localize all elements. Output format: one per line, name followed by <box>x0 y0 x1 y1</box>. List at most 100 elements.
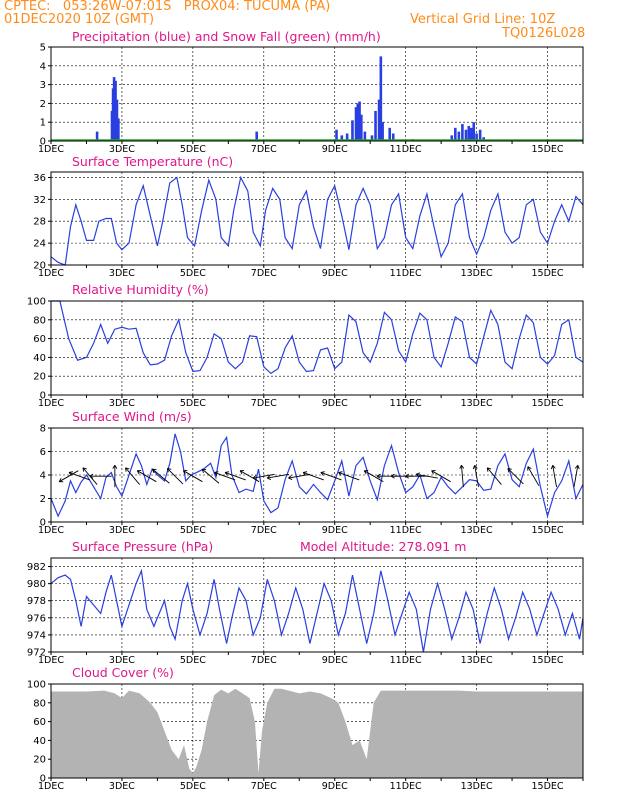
precip-bar <box>345 133 349 141</box>
y-tick-label: 8 <box>40 424 46 435</box>
wind-vector-shaft <box>486 467 502 485</box>
precip-bar <box>360 114 363 141</box>
precip-bar <box>95 131 99 141</box>
precip-bar <box>255 131 259 141</box>
wind-vector-head <box>550 465 556 470</box>
precip-bar <box>472 122 476 141</box>
x-day-label: 11DEC <box>390 398 422 409</box>
model-altitude: Model Altitude: 278.091 m <box>300 539 466 554</box>
wind-vector-shaft <box>68 471 90 481</box>
precip-bar <box>340 135 344 141</box>
x-day-label: 3DEC <box>109 144 135 155</box>
wind-vector-shaft <box>125 467 140 485</box>
wind-vector-head <box>82 467 87 472</box>
wind-vector-shaft <box>320 471 342 481</box>
header-station: CPTEC: 053:26W-07:01S PROX04: TUCUMA (PA… <box>4 0 331 14</box>
wind-vector-shaft <box>416 473 438 479</box>
panel-title: Surface Pressure (hPa) <box>72 539 213 554</box>
x-day-label: 1DEC <box>38 144 64 155</box>
wind-vector <box>136 470 157 483</box>
x-day-label: 9DEC <box>322 655 348 666</box>
precip-bar <box>335 129 338 141</box>
header-datetime: 01DEC2020 10Z (GMT) <box>4 12 155 27</box>
precip-bar <box>354 107 358 141</box>
x-day-label: 5DEC <box>180 268 206 279</box>
wind-vector-head <box>363 470 369 475</box>
y-tick-label: 6 <box>40 447 46 458</box>
x-day-label: 9DEC <box>322 144 348 155</box>
y-tick-label: 100 <box>27 680 46 691</box>
wind-vector <box>214 471 236 481</box>
wind-vector <box>338 471 360 481</box>
wind-vector-head <box>214 471 219 476</box>
precip-bar <box>381 122 384 141</box>
panel-title: Surface Temperature (nC) <box>72 154 233 169</box>
wind-vector <box>58 470 79 483</box>
wind-vector-head <box>390 473 395 479</box>
y-tick-label: 976 <box>27 613 46 624</box>
precip-bar <box>461 124 464 141</box>
wind-vector-head <box>224 471 230 476</box>
y-tick-label: 1 <box>40 118 46 129</box>
wind-vector-shaft <box>224 471 246 481</box>
wind-vector-head <box>405 473 409 479</box>
wind-vector-shaft <box>288 473 311 479</box>
panel-title: Cloud Cover (%) <box>72 665 174 680</box>
wind-vector-head <box>136 470 142 475</box>
temp-line <box>50 175 584 266</box>
y-tick-label: 80 <box>33 698 46 709</box>
x-day-label: 15DEC <box>532 525 564 536</box>
precip-bar <box>379 56 383 141</box>
wind-vector-head <box>89 473 94 479</box>
x-day-label: 7DEC <box>251 144 277 155</box>
y-tick-label: 0 <box>40 137 46 148</box>
panel-title: Precipitation (blue) and Snow Fall (gree… <box>72 29 381 44</box>
x-day-label: 15DEC <box>532 781 564 792</box>
panel-frame <box>50 171 584 266</box>
precip-bar <box>454 127 457 141</box>
x-day-label: 15DEC <box>532 268 564 279</box>
y-tick-label: 974 <box>27 630 46 641</box>
wind-vector <box>459 464 465 488</box>
y-tick-label: 28 <box>33 217 46 228</box>
x-day-label: 13DEC <box>461 398 493 409</box>
panel-wind: 0 2 4 6 8 1DEC 3DEC 5DEC 7DEC 9DEC 11DEC 13DEC 15DEC… <box>38 409 584 536</box>
precip-bar <box>388 127 392 141</box>
y-tick-label: 972 <box>27 648 46 659</box>
y-tick-label: 0 <box>40 774 46 785</box>
wind-vector-shaft <box>252 473 275 479</box>
wind-vector-shaft <box>302 471 324 481</box>
x-day-label: 9DEC <box>322 525 348 536</box>
wind-vector <box>239 470 260 483</box>
x-day-label: 5DEC <box>180 144 206 155</box>
precip-bar <box>351 120 354 141</box>
x-day-label: 1DEC <box>38 268 64 279</box>
wind-vector-head <box>302 471 308 476</box>
wind-vector <box>112 464 118 488</box>
y-tick-label: 3 <box>40 80 46 91</box>
x-day-label: 13DEC <box>461 781 493 792</box>
precip-bar <box>358 101 361 141</box>
x-day-label: 1DEC <box>38 525 64 536</box>
wind-vector-shaft <box>573 465 579 488</box>
wind-vector-head <box>166 467 172 473</box>
precip-bar <box>464 129 468 141</box>
wind-vector-head <box>338 471 343 476</box>
wind-vector <box>431 470 451 483</box>
x-day-label: 1DEC <box>38 655 64 666</box>
wind-vector <box>573 465 580 488</box>
y-tick-label: 982 <box>27 562 46 573</box>
panel-frame <box>50 557 584 653</box>
x-day-label: 13DEC <box>461 655 493 666</box>
panel-title: Relative Humidity (%) <box>72 282 209 297</box>
wind-vector-head <box>239 470 245 475</box>
x-day-label: 13DEC <box>461 144 493 155</box>
y-tick-label: 980 <box>27 579 46 590</box>
wind-vector <box>89 473 112 479</box>
precip-bar <box>467 125 471 141</box>
y-tick-label: 0 <box>40 391 46 402</box>
y-tick-label: 32 <box>33 195 46 206</box>
panel-precip: 0 1 2 3 4 5 1DEC 3DEC 5DEC 7DEC 9DEC 11DEC 13DEC 15DE… <box>38 29 584 155</box>
wind-vector-shaft <box>201 468 220 484</box>
